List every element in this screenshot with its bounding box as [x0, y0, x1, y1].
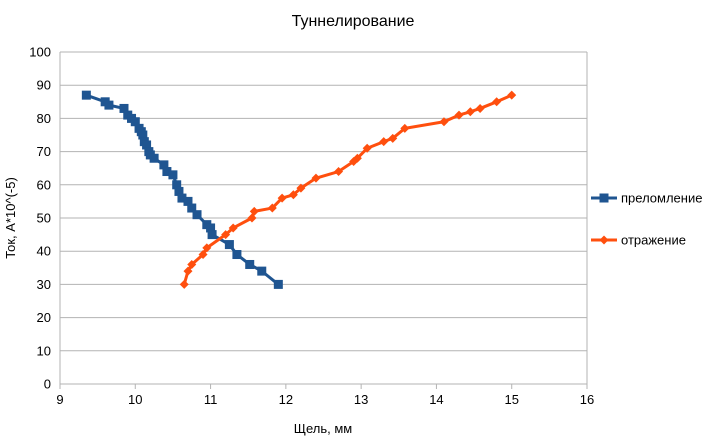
- data-point: [267, 203, 277, 213]
- y-tick-label: 90: [37, 78, 51, 93]
- legend-item: преломление: [591, 191, 702, 206]
- data-point: [187, 203, 197, 213]
- y-tick-label: 20: [37, 310, 51, 325]
- data-point: [465, 107, 475, 117]
- data-point: [439, 117, 449, 127]
- data-point: [379, 137, 389, 147]
- chart-title: Туннелирование: [292, 13, 415, 30]
- data-point: [388, 133, 398, 143]
- series-1: [81, 90, 283, 289]
- x-tick-label: 12: [279, 392, 293, 407]
- y-tick-label: 60: [37, 177, 51, 192]
- data-point: [475, 103, 485, 113]
- data-point: [221, 230, 231, 240]
- data-point: [168, 170, 178, 180]
- data-point: [159, 160, 169, 170]
- data-point: [228, 223, 238, 233]
- data-point: [142, 140, 152, 150]
- data-point: [492, 97, 502, 107]
- data-point: [288, 190, 298, 200]
- x-tick-label: 15: [504, 392, 518, 407]
- y-tick-label: 50: [37, 211, 51, 226]
- data-point: [207, 230, 217, 240]
- data-point: [352, 153, 362, 163]
- data-point: [311, 173, 321, 183]
- legend-label: преломление: [621, 191, 702, 206]
- data-point: [162, 167, 172, 177]
- x-tick-label: 10: [128, 392, 142, 407]
- data-point: [81, 90, 91, 100]
- data-point: [400, 123, 410, 133]
- x-tick-label: 11: [204, 392, 218, 407]
- data-point: [454, 110, 464, 120]
- data-point: [362, 143, 372, 153]
- x-tick-label: 13: [354, 392, 368, 407]
- data-point: [507, 90, 517, 100]
- data-point: [334, 167, 344, 177]
- legend-label: отражение: [621, 233, 686, 248]
- y-tick-label: 70: [37, 144, 51, 159]
- y-tick-label: 10: [37, 343, 51, 358]
- data-point: [245, 259, 255, 269]
- legend: преломление отражение: [591, 191, 702, 248]
- data-point: [206, 223, 216, 233]
- data-point: [202, 243, 212, 253]
- data-point: [149, 153, 159, 163]
- legend-item: отражение: [591, 233, 686, 248]
- data-point: [130, 117, 140, 127]
- data-point: [192, 210, 202, 220]
- axes: 0 10 20 30 40 50 60 70 80 90 100 9 10 11 12 13 14 15 16: [29, 45, 594, 408]
- data-point: [198, 250, 208, 260]
- series-2: [179, 90, 517, 289]
- legend-marker: [599, 235, 609, 245]
- data-point: [138, 130, 148, 140]
- data-point: [232, 250, 242, 260]
- data-point: [273, 279, 283, 289]
- data-point: [104, 100, 114, 110]
- y-axis-title: Ток, A*10^(-5): [3, 177, 18, 259]
- y-tick-label: 80: [37, 111, 51, 126]
- y-tick-label: 30: [37, 277, 51, 292]
- y-tick-label: 100: [29, 45, 51, 60]
- x-tick-label: 14: [429, 392, 443, 407]
- data-point: [224, 240, 234, 250]
- y-tick-label: 40: [37, 244, 51, 259]
- data-point: [187, 259, 197, 269]
- x-tick-label: 9: [56, 392, 63, 407]
- data-point: [249, 206, 259, 216]
- data-point: [119, 103, 129, 113]
- data-point: [296, 183, 306, 193]
- data-point: [172, 180, 182, 190]
- data-point: [174, 186, 184, 196]
- data-point: [257, 266, 267, 276]
- data-point: [183, 266, 193, 276]
- data-point: [177, 193, 187, 203]
- x-axis-title: Щель, мм: [294, 421, 353, 436]
- series-layer: [81, 90, 517, 289]
- data-point: [183, 196, 193, 206]
- x-tick-label: 16: [580, 392, 594, 407]
- data-point: [179, 279, 189, 289]
- data-point: [277, 193, 287, 203]
- gridlines: [60, 51, 587, 385]
- legend-marker: [599, 193, 609, 203]
- y-tick-label: 0: [44, 377, 51, 392]
